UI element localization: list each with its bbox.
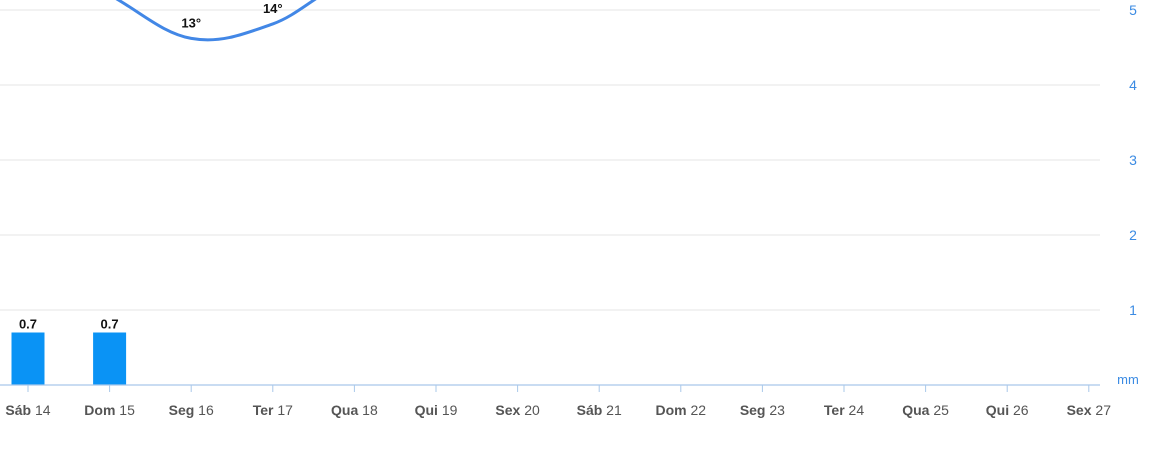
x-tick-label: Qua 25 (902, 402, 949, 418)
y-tick-label: 3 (1129, 152, 1137, 168)
y-tick-label: 1 (1129, 302, 1137, 318)
x-tick-label: Qui 26 (986, 402, 1029, 418)
grid-layer (0, 9, 1100, 311)
x-tick-label: Sex 27 (1067, 402, 1112, 418)
y-tick-label: 2 (1129, 227, 1137, 243)
x-tick-label: Ter 17 (253, 402, 293, 418)
min-temperature-label: 14° (263, 1, 283, 16)
min-temperature-line (115, 0, 317, 42)
x-tick-label: Sáb 14 (5, 402, 50, 418)
x-tick-label: Qui 19 (415, 402, 458, 418)
x-tick-label: Seg 23 (740, 402, 785, 418)
x-tick-label: Dom 15 (84, 402, 135, 418)
y-tick-label: 5 (1129, 2, 1137, 18)
precipitation-bars (11, 332, 127, 385)
x-tick-label: Seg 16 (169, 402, 214, 418)
min-temperature-label: 13° (181, 15, 201, 30)
x-tick-label: Ter 24 (824, 402, 864, 418)
precipitation-label: 0.7 (101, 317, 119, 332)
precipitation-label: 0.7 (19, 317, 37, 332)
precipitation-bar (93, 332, 127, 385)
x-tick-label: Qua 18 (331, 402, 378, 418)
axes: 5 4 3 2 1 mm Sáb 14 Dom 15 Seg 16 Ter 17 Qua 18 Qui… (0, 2, 1139, 418)
precipitation-bar (11, 332, 45, 385)
x-tick-label: Sáb 21 (577, 402, 622, 418)
temperature-lines (115, 0, 317, 42)
x-tick-label: Sex 20 (495, 402, 540, 418)
x-tick-label: Dom 22 (656, 402, 707, 418)
temperature-labels: 0.70.726°24°23°23°27°25°27°27°28°28°27°2… (19, 1, 283, 332)
y-axis-unit: mm (1117, 372, 1139, 387)
y-tick-label: 4 (1129, 77, 1137, 93)
